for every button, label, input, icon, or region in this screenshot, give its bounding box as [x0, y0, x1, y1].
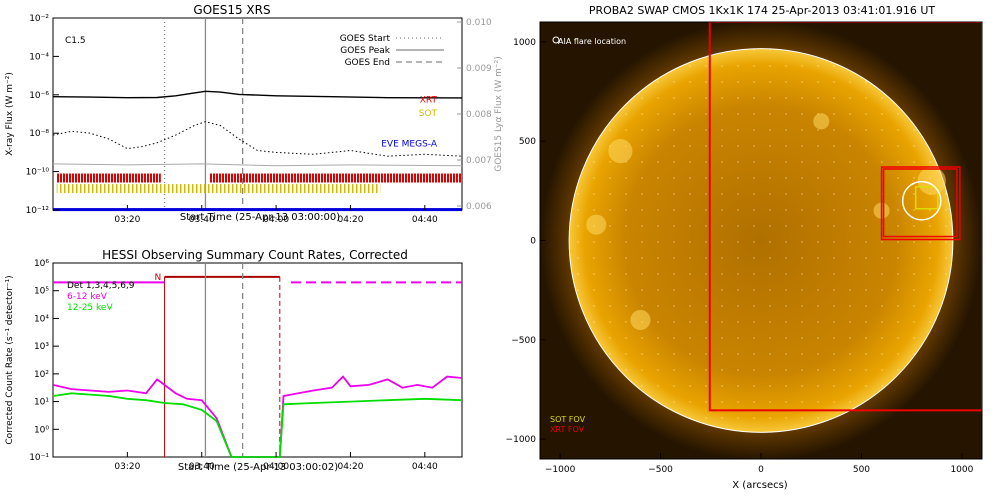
goes-y-tick-label: 10⁻⁶ [29, 91, 49, 101]
swap-active-region [917, 166, 946, 195]
goes-y2-tick-label: 0.007 [466, 156, 492, 166]
hessi-title: HESSI Observing Summary Count Rates, Cor… [102, 248, 408, 262]
goes-instrument-label: EVE MEGS-A [381, 140, 438, 150]
hessi-panel: HESSI Observing Summary Count Rates, Cor… [5, 248, 463, 473]
swap-x-tick-label: 0 [758, 465, 764, 475]
goes-x-tick-label: 04:00 [263, 215, 289, 225]
swap-xlabel: X (arcsecs) [732, 480, 788, 491]
goes-series-line-short [52, 121, 463, 157]
goes-y2-tick-label: 0.008 [466, 110, 492, 120]
goes-y-tick-label: 10⁻² [29, 14, 49, 24]
goes-instrument-label: SOT [419, 109, 438, 119]
hessi-y-tick-label: 10⁵ [34, 287, 49, 297]
goes-xlabel: Start Time (25-Apr-13 03:00:00) [180, 212, 340, 223]
hessi-night-label: N [155, 273, 162, 283]
swap-y-tick-label: 1000 [513, 38, 536, 48]
hessi-legend-label: 6-12 keV [67, 292, 108, 302]
hessi-series-line-612keV [52, 375, 463, 458]
swap-fov-group [708, 22, 982, 412]
goes-legend: GOES Start GOES Peak GOES End XRT SOT EVE MEG… [340, 34, 444, 150]
goes-series-group [52, 18, 463, 212]
hessi-x-tick-label: 04:40 [412, 462, 438, 472]
hessi-x-tick-label: 04:20 [337, 462, 363, 472]
hessi-y-tick-label: 10¹ [34, 398, 49, 408]
hessi-series-group: N [52, 263, 463, 458]
swap-active-region [813, 113, 830, 130]
swap-active-region [608, 139, 633, 164]
hessi-legend-label: 12-25 keV [67, 303, 113, 313]
swap-y-tick-label: −1000 [506, 435, 537, 445]
hessi-x-tick-label: 04:00 [263, 462, 289, 472]
goes-y2-tick-label: 0.006 [466, 202, 492, 212]
goes-xrt-band [209, 173, 462, 183]
swap-x-tick-label: 1000 [950, 465, 973, 475]
goes-x-tick-label: 04:40 [412, 215, 438, 225]
goes-eve-band [53, 208, 462, 212]
swap-aia-label: AIA flare location [558, 37, 626, 46]
hessi-x-tick-label: 03:20 [114, 462, 140, 472]
goes-y2-tick-label: 0.010 [466, 18, 492, 28]
swap-active-region [586, 214, 607, 235]
goes-x-tick-label: 04:20 [337, 215, 363, 225]
swap-x-tick-label: −1000 [545, 465, 576, 475]
hessi-y-tick-label: 10³ [34, 342, 49, 352]
swap-xrt-fov-box [708, 22, 982, 412]
goes-ylabel: X-ray Flux (W m⁻²) [5, 72, 15, 156]
goes-legend-label: GOES Peak [340, 46, 390, 56]
swap-xrt-label: XRT FOV [550, 425, 585, 434]
hessi-y-tick-label: 10⁴ [34, 314, 49, 324]
goes-ylabel-right: GOES15 Lyα Flux (W m⁻²) [494, 56, 504, 172]
swap-title: PROBA2 SWAP CMOS 1Kx1K 174 25-Apr-2013 0… [589, 4, 936, 17]
swap-y-tick-label: 500 [519, 137, 536, 147]
swap-sot-label: SOT FOV [550, 415, 586, 424]
swap-aia-flare-circle [901, 180, 942, 221]
hessi-legend-label: Det 1,3,4,5,6,9 [67, 281, 135, 291]
swap-x-tick-label: 500 [853, 465, 870, 475]
goes-x-tick-label: 03:40 [189, 215, 215, 225]
goes-flare-class: C1.5 [65, 36, 86, 46]
goes-x-tick-label: 03:20 [114, 215, 140, 225]
goes-legend-label: GOES Start [340, 34, 391, 44]
goes-sot-band [56, 184, 381, 194]
swap-sun-group [540, 22, 982, 459]
goes-legend-label: GOES End [345, 58, 390, 68]
swap-xrt-small-fov-box [882, 168, 958, 238]
goes-instrument-label: XRT [420, 95, 438, 105]
swap-axes-group: −1000 −500 0 500 1000 −1000 −500 0 500 1000 [506, 36, 974, 475]
swap-y-tick-label: 0 [530, 237, 536, 247]
goes-series-line-long [52, 90, 463, 99]
swap-active-region [630, 309, 651, 331]
goes-y-tick-label: 10⁻¹² [26, 206, 50, 216]
swap-limb [568, 48, 954, 433]
swap-x-tick-label: −500 [648, 465, 673, 475]
goes-y-tick-label: 10⁻¹⁰ [26, 168, 50, 178]
hessi-axes-group: 03:20 03:40 04:00 04:20 04:40 10⁶ 10⁵ 10⁴ 10³ 10²… [29, 259, 438, 472]
goes-xrt-band [56, 173, 161, 183]
goes-y2-tick-label: 0.009 [466, 64, 492, 74]
hessi-y-tick-label: 10⁻¹ [29, 453, 49, 463]
swap-sot-fov-box [914, 186, 939, 210]
hessi-plot-frame [52, 262, 463, 458]
hessi-y-tick-label: 10⁶ [34, 259, 49, 269]
goes-xrs-panel: GOES15 XRS 03:20 03:40 04:00 04:20 04:40 10⁻²… [5, 3, 504, 225]
goes-series-line-lya [52, 163, 463, 167]
goes-title: GOES15 XRS [193, 3, 270, 17]
swap-aia-legend-marker [552, 36, 560, 44]
hessi-x-tick-label: 03:40 [189, 462, 215, 472]
hessi-ylabel: Corrected Count Rate (s⁻¹ detector⁻¹) [5, 275, 15, 444]
goes-axes-group: 03:20 03:40 04:00 04:20 04:40 10⁻² 10⁻⁴ 10⁻⁶ 10⁻… [26, 14, 492, 225]
hessi-y-tick-label: 10² [34, 370, 49, 380]
hessi-y-tick-label: 10⁰ [34, 425, 49, 435]
swap-y-tick-label: −500 [511, 336, 536, 346]
swap-panel: PROBA2 SWAP CMOS 1Kx1K 174 25-Apr-2013 0… [506, 4, 983, 491]
swap-grid-overlay [569, 48, 953, 433]
hessi-series-line-1225keV [52, 392, 463, 458]
hessi-xlabel: Start Time (25-Apr-13 03:00:02) [178, 462, 338, 473]
swap-xrt-small-fov-box [880, 166, 961, 241]
goes-y-tick-label: 10⁻⁴ [29, 52, 49, 62]
goes-y-tick-label: 10⁻⁸ [29, 129, 49, 139]
